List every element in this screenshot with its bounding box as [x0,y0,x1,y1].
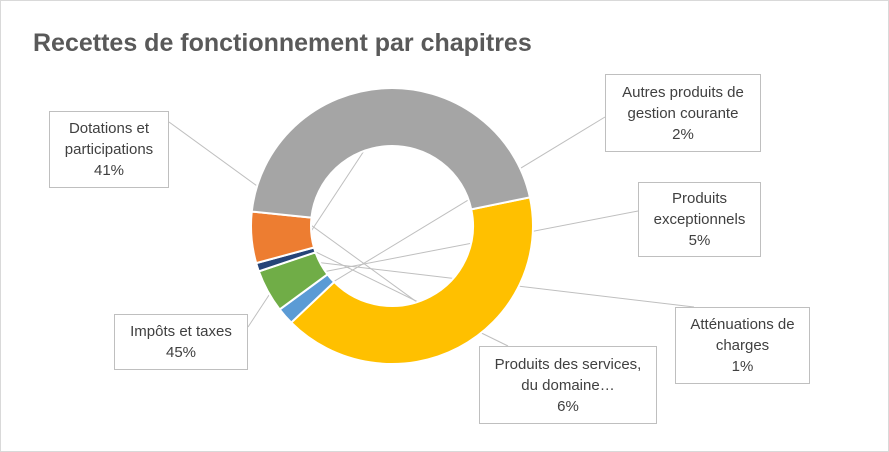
data-label-category-line: Impôts et taxes [130,323,232,340]
chart-title: Recettes de fonctionnement par chapitres [33,29,532,57]
data-label-produits-exceptionnels: Produits exceptionnels 5% [638,182,761,257]
data-label-attenuations-de-charges: Atténuations de charges 1% [675,307,810,384]
data-label-percent: 45% [165,344,197,361]
data-label-category-line: Dotations et [68,120,150,137]
data-label-percent: 5% [688,232,711,249]
data-label-category-line: du domaine… [521,376,615,394]
data-label-dotations-et-participations: Dotations et participations 41% [49,111,169,188]
data-label-impots-et-taxes: Impôts et taxes 45% [114,314,248,370]
data-label-category-line: exceptionnels [653,211,746,228]
data-label-category-line: Atténuations de [690,316,795,333]
data-label-category-line: Produits des services, [494,355,642,373]
doughnut-slices [250,87,534,365]
data-label-autres-produits-de-gestion-courante: Autres produits de gestion courante 2% [605,74,761,152]
data-label-percent: 41% [93,162,125,179]
slice-dotations-et-participations [289,196,534,365]
data-label-category-line: Produits [671,190,728,207]
data-label-category-line: participations [64,141,154,158]
data-label-category-line: Autres produits de [622,83,744,101]
data-label-percent: 6% [557,397,579,415]
data-label-percent: 1% [731,358,754,375]
data-label-percent: 2% [672,125,694,143]
data-label-produits-des-services-du-domaine: Produits des services, du domaine… 6% [479,346,657,424]
data-label-category-line: gestion courante [627,104,739,122]
data-label-category-line: charges [715,337,770,354]
slice-impots-et-taxes [250,87,532,219]
